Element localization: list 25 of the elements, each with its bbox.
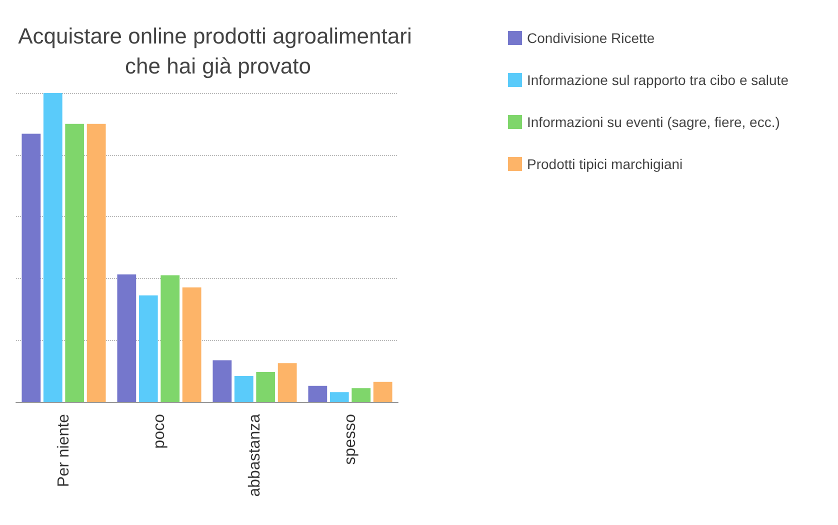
bar — [234, 376, 254, 402]
x-tick-label: spesso — [342, 414, 359, 465]
bar — [138, 295, 158, 402]
bar — [212, 360, 232, 402]
bar — [352, 388, 371, 402]
legend-label: Prodotti tipici marchigiani — [527, 156, 683, 172]
bar — [22, 134, 41, 402]
bar — [256, 372, 276, 402]
bar — [86, 124, 106, 402]
bar — [278, 363, 297, 402]
bar — [43, 93, 62, 402]
bar — [373, 382, 392, 402]
chart-title: Acquistare online prodotti agroalimentari che hai già provato — [18, 24, 418, 78]
bar — [182, 287, 202, 402]
x-tick-label: Per niente — [55, 414, 72, 487]
bar — [117, 274, 136, 402]
legend-label: Informazione sul rapporto tra cibo e salute — [527, 72, 789, 88]
bar — [308, 386, 328, 402]
bar — [330, 392, 349, 402]
bar — [65, 124, 84, 402]
legend-label: Informazioni su eventi (sagre, fiere, ecc.) — [527, 114, 780, 130]
legend-label: Condivisione Ricette — [527, 30, 655, 46]
bar — [160, 275, 180, 402]
x-tick-label: poco — [150, 414, 168, 449]
x-tick-label: abbastanza — [246, 414, 264, 497]
